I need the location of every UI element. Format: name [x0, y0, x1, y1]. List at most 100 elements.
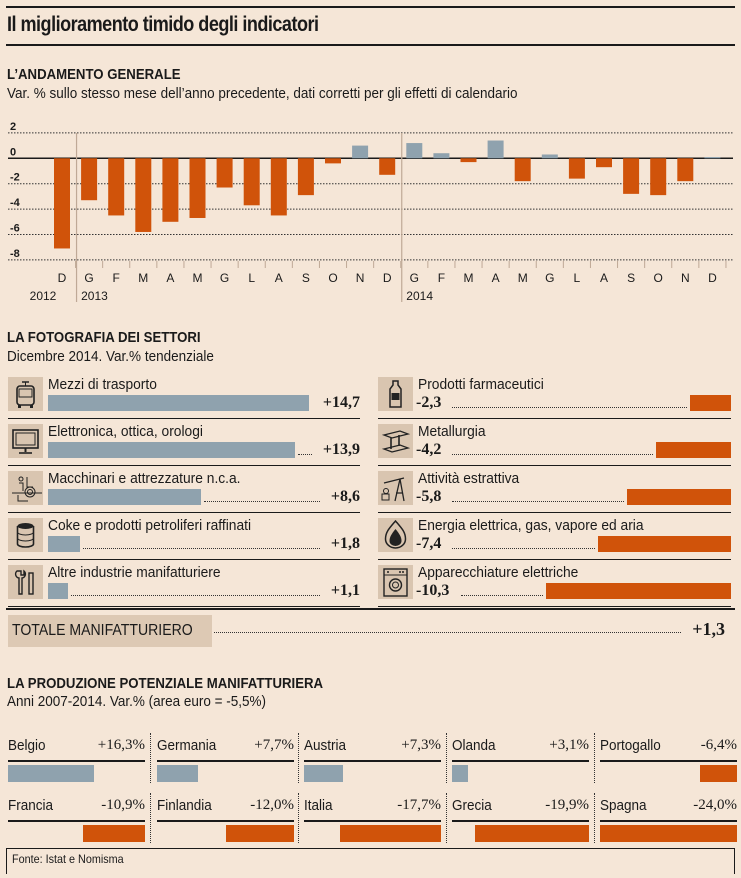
sector-bar [48, 489, 201, 505]
country-bar [304, 765, 343, 782]
country-name: Francia [8, 797, 54, 814]
sector-label: Attività estrattiva [418, 470, 520, 487]
country-underline [304, 760, 441, 762]
wrench-icon [8, 565, 43, 599]
y-tick-label: 2 [10, 121, 16, 133]
x-tick-label: O [328, 271, 337, 285]
sector-label: Energia elettrica, gas, vapore ed aria [418, 517, 644, 534]
bar [541, 154, 558, 159]
sector-value: -2,3 [416, 394, 442, 411]
country-item: Belgio +16,3% [8, 729, 145, 787]
country-value: -24,0% [693, 797, 737, 813]
column-separator [594, 793, 595, 843]
bar [704, 157, 721, 159]
sector-label: Prodotti farmaceutici [418, 376, 544, 393]
leader-dots [460, 595, 543, 596]
sector-value: +13,9 [322, 441, 360, 458]
y-tick-label: -8 [10, 248, 20, 260]
bar [325, 158, 341, 164]
x-tick-label: L [574, 271, 581, 285]
country-underline [600, 820, 737, 822]
x-tick-label: S [627, 271, 635, 285]
bar [216, 158, 233, 188]
monitor-icon [8, 424, 43, 458]
bar [54, 158, 70, 249]
total-leader-dots [214, 632, 681, 633]
x-tick-label: M [193, 271, 203, 285]
sector-bar [48, 395, 309, 411]
sector-value: -5,8 [416, 488, 442, 505]
country-value: -12,0% [250, 797, 294, 813]
y-tick-label: -4 [10, 197, 21, 209]
country-name: Grecia [452, 797, 492, 814]
sector-bar [48, 536, 80, 552]
country-name: Germania [157, 737, 217, 754]
column-separator [298, 733, 299, 783]
flame-icon [378, 518, 413, 552]
source-text: Fonte: Istat e Nomisma [12, 852, 124, 866]
total-rule [6, 608, 735, 610]
leader-dots [452, 548, 596, 549]
country-item: Finlandia -12,0% [157, 789, 294, 847]
country-bar [475, 825, 589, 842]
title-rule [6, 44, 735, 46]
sector-row: Attività estrattiva -5,8 [378, 469, 731, 513]
bus-icon [8, 377, 43, 411]
x-tick-label: S [302, 271, 310, 285]
sector-bar [655, 442, 731, 458]
country-item: Austria +7,3% [304, 729, 441, 787]
total-label: TOTALE MANIFATTURIERO [12, 622, 193, 639]
top-rule [6, 6, 735, 8]
country-underline [8, 760, 145, 762]
bar [568, 158, 585, 179]
country-item: Olanda +3,1% [452, 729, 589, 787]
country-name: Belgio [8, 737, 46, 754]
country-bar [452, 765, 469, 782]
country-name: Spagna [600, 797, 647, 814]
country-bar [157, 765, 198, 782]
country-name: Portogallo [600, 737, 661, 754]
country-item: Grecia -19,9% [452, 789, 589, 847]
sector-bar [626, 489, 731, 505]
x-tick-label: G [410, 271, 419, 285]
sector-bar [598, 536, 731, 552]
total-label-box: TOTALE MANIFATTURIERO [8, 615, 212, 647]
bar [623, 158, 640, 194]
row-separator [8, 511, 360, 513]
bar [108, 158, 125, 216]
country-name: Olanda [452, 737, 496, 754]
sector-row: Altre industrie manifatturiere +1,1 [8, 563, 360, 607]
country-item: Italia -17,7% [304, 789, 441, 847]
sector-bar [48, 442, 295, 458]
year-label: 2013 [81, 289, 108, 303]
country-underline [157, 760, 294, 762]
x-tick-label: L [248, 271, 255, 285]
washing-machine-icon [378, 565, 413, 599]
oil-pump-icon [378, 471, 413, 505]
leader-dots [82, 548, 320, 549]
section1-heading: L’ANDAMENTO GENERALE [7, 66, 181, 83]
sector-value: -7,4 [416, 535, 442, 552]
bar [650, 158, 667, 196]
total-value: +1,3 [692, 619, 725, 639]
x-tick-label: G [545, 271, 554, 285]
sector-label: Macchinari e attrezzature n.c.a. [48, 470, 241, 487]
column-separator [150, 733, 151, 783]
steel-beam-icon [378, 424, 413, 458]
leader-dots [297, 454, 312, 455]
sector-row: Energia elettrica, gas, vapore ed aria -7… [378, 516, 731, 560]
row-separator [8, 417, 360, 419]
sector-value: -4,2 [416, 441, 442, 458]
bar [352, 145, 369, 159]
leader-dots [452, 454, 653, 455]
row-separator [8, 464, 360, 466]
y-tick-label: 0 [10, 146, 16, 158]
sector-value: +1,8 [330, 535, 360, 552]
country-bar [225, 825, 294, 842]
section3-heading: LA PRODUZIONE POTENZIALE MANIFATTURIERA [7, 675, 324, 692]
bar [243, 158, 260, 206]
x-tick-label: M [518, 271, 528, 285]
section2-heading: LA FOTOGRAFIA DEI SETTORI [7, 329, 201, 346]
bar [189, 158, 206, 218]
x-tick-label: D [383, 271, 392, 285]
